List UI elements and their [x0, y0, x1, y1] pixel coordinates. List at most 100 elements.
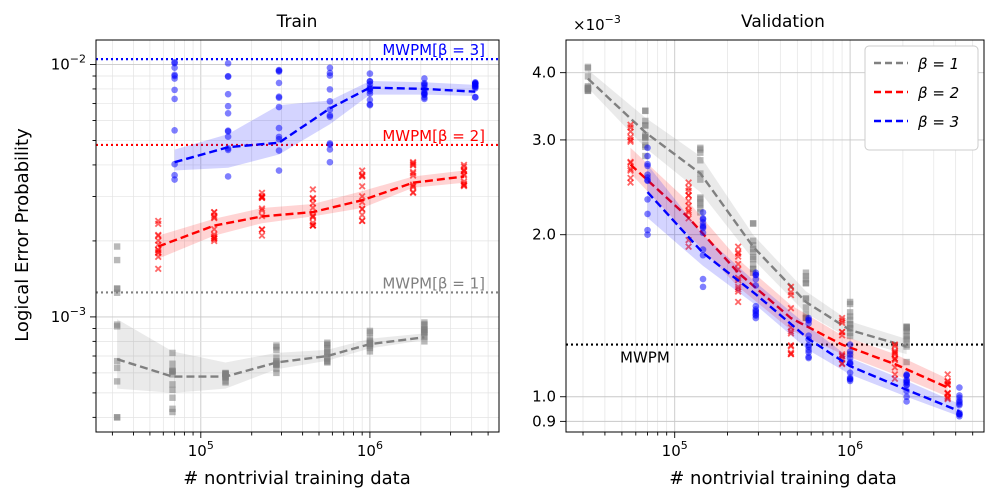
right-point-beta-1 [903, 341, 910, 348]
left-point-beta-1 [273, 361, 280, 369]
right-point-beta-3 [644, 174, 651, 181]
left-point-beta-1 [169, 360, 176, 367]
left-point-beta-3 [366, 90, 374, 98]
right-point-beta-1 [802, 304, 810, 311]
left-point-beta-3 [471, 78, 479, 86]
right-x-tick-label: 105 [662, 439, 688, 460]
left-point-beta-2 [358, 217, 366, 225]
right-point-beta-1 [802, 280, 810, 287]
left-point-beta-2 [409, 168, 417, 176]
x-tick-exp: 5 [207, 439, 214, 452]
left-point-beta-3 [224, 72, 232, 80]
left-point-beta-3 [275, 147, 283, 154]
right-point-beta-1 [749, 265, 757, 273]
right-point-beta-1 [697, 176, 704, 183]
left-y-tick-label: 10−2 [51, 52, 86, 73]
left-band-beta-3 [174, 81, 476, 171]
y-tick-base: 10 [51, 55, 70, 73]
y-tick-base: 10 [51, 308, 70, 326]
y-tick-exp: −2 [70, 52, 86, 65]
left-point-beta-1 [113, 378, 121, 385]
left-point-beta-1 [273, 354, 280, 361]
right-point-beta-1 [846, 321, 854, 328]
left-point-beta-3 [366, 78, 374, 85]
left-point-beta-2 [309, 213, 317, 221]
left-point-beta-2 [460, 161, 468, 169]
x-tick-exp: 6 [376, 439, 383, 452]
right-point-beta-2 [838, 359, 846, 367]
left-series-beta-3 [171, 58, 479, 183]
left-title: Train [276, 12, 318, 32]
right-point-beta-2 [944, 390, 952, 398]
y-tick-exp: −3 [70, 305, 86, 318]
left-point-beta-1 [273, 357, 280, 365]
left-point-beta-1 [113, 357, 121, 365]
left-point-beta-1 [421, 319, 428, 326]
right-point-beta-3 [956, 384, 963, 391]
left-reference-label: MWPM[β = 2] [382, 127, 485, 145]
right-point-beta-3 [644, 162, 651, 170]
left-reference-label: MWPM[β = 1] [382, 274, 485, 292]
left-line-beta-3 [174, 86, 476, 164]
left-point-beta-2 [358, 192, 366, 200]
right-reference-label: MWPM [620, 349, 670, 367]
right-point-beta-1 [749, 242, 757, 249]
right-point-beta-2 [838, 331, 846, 339]
right-y-multiplier: ×10−3 [573, 13, 621, 34]
right-point-beta-3 [956, 398, 963, 406]
right-point-beta-1 [749, 237, 757, 244]
right-point-beta-1 [749, 245, 757, 253]
right-band-beta-3 [647, 164, 960, 417]
right-y-tick-label: 0.9 [532, 412, 556, 430]
right-y-tick-label: 2.0 [532, 226, 556, 244]
left-point-beta-3 [326, 146, 334, 153]
left-point-beta-3 [326, 141, 334, 148]
left-point-beta-1 [169, 381, 176, 388]
left-point-beta-1 [421, 328, 428, 335]
right-point-beta-1 [584, 73, 592, 80]
left-point-beta-3 [275, 124, 283, 132]
left-point-beta-1 [366, 327, 374, 335]
x-tick-base: 10 [837, 442, 856, 460]
right-point-beta-2 [787, 283, 795, 291]
left-point-beta-2 [460, 163, 468, 171]
right-title: Validation [741, 12, 825, 32]
right-point-beta-3 [903, 376, 910, 384]
x-tick-base: 10 [188, 442, 207, 460]
left-y-tick-label: 10−3 [51, 305, 86, 326]
left-point-beta-1 [113, 289, 121, 296]
right-point-beta-2 [685, 207, 693, 214]
legend-label-beta-1: β = 1 [917, 55, 959, 73]
right-point-beta-2 [627, 167, 634, 175]
left-point-beta-1 [324, 358, 331, 365]
left-point-beta-3 [171, 64, 178, 71]
legend-label-beta-2: β = 2 [917, 84, 959, 102]
left-point-beta-2 [358, 211, 366, 219]
left-point-beta-3 [326, 113, 334, 121]
right-point-beta-3 [699, 229, 707, 237]
right-point-beta-2 [685, 179, 693, 186]
left-point-beta-3 [171, 127, 178, 134]
x-tick-base: 10 [662, 442, 681, 460]
right-point-beta-3 [805, 349, 812, 356]
right-point-beta-1 [642, 141, 649, 149]
right-point-beta-2 [891, 341, 899, 349]
left-point-beta-2 [358, 205, 366, 213]
right-point-beta-3 [699, 283, 707, 291]
right-point-beta-3 [644, 196, 651, 203]
right-point-beta-2 [685, 197, 693, 205]
right-point-beta-1 [749, 261, 757, 268]
right-point-beta-3 [752, 311, 760, 318]
right-point-beta-1 [584, 63, 592, 71]
legend-label-beta-3: β = 3 [917, 113, 959, 131]
right-point-beta-2 [891, 348, 899, 356]
right-point-beta-2 [685, 208, 693, 216]
right-point-beta-3 [903, 398, 910, 405]
left-point-beta-1 [169, 368, 176, 375]
right-point-beta-1 [846, 298, 854, 306]
left-line-beta-2 [157, 175, 465, 248]
left-point-beta-3 [275, 79, 283, 87]
left-point-beta-1 [421, 338, 428, 345]
left-point-beta-3 [171, 58, 178, 66]
right-point-beta-1 [697, 195, 704, 203]
